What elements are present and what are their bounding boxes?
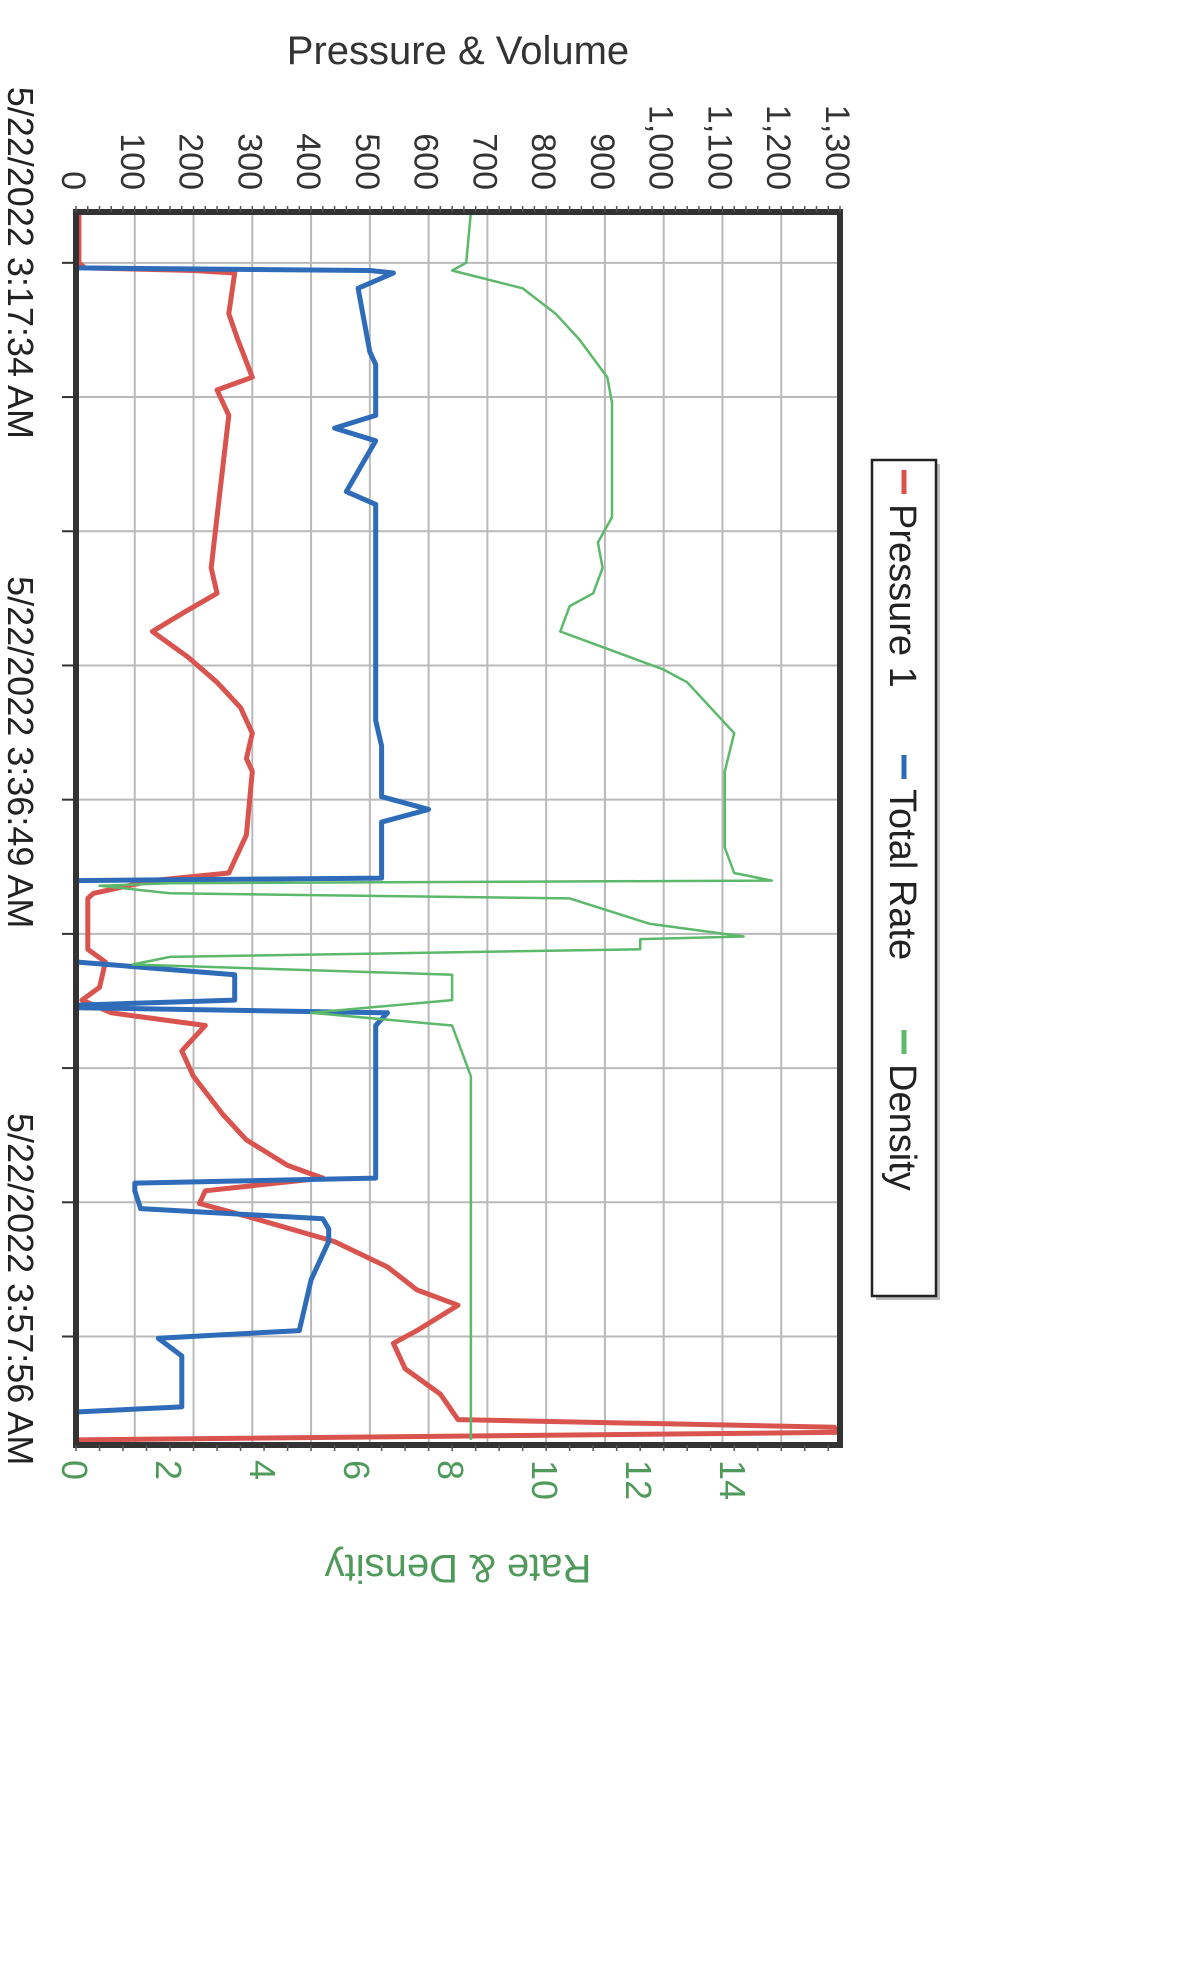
time-tick-label: 5/22/2022 3:17:34 AM (0, 87, 41, 439)
right-axis-tick-label: 10 (524, 1460, 565, 1500)
left-axis-tick-label: 900 (583, 133, 621, 190)
left-axis-tick-label: 0 (54, 171, 92, 190)
series-line-density (98, 211, 774, 1440)
time-tick-label: 5/22/2022 3:36:49 AM (0, 576, 41, 928)
legend-label: Pressure 1 (881, 504, 923, 688)
left-axis-title: Pressure & Volume (287, 29, 629, 73)
left-axis-tick-label: 1,200 (759, 105, 797, 190)
right-axis-tick-label: 14 (712, 1460, 753, 1500)
left-axis-tick-label: 1,100 (700, 105, 738, 190)
legend-label: Density (881, 1064, 923, 1191)
left-axis-tick-label: 400 (289, 133, 327, 190)
legend-box (870, 458, 938, 1298)
legend-label: Total Rate (881, 789, 923, 960)
right-axis-tick-label: 8 (430, 1460, 471, 1480)
right-axis-tick-label: 6 (336, 1460, 377, 1480)
left-axis-tick-label: 200 (172, 133, 210, 190)
right-axis-title: Rate & Density (325, 1546, 592, 1590)
axis-labels: Pressure & Volume Rate & Density (287, 29, 629, 1590)
left-axis-tick-label: 600 (407, 133, 445, 190)
left-axis-tick-label: 100 (113, 133, 151, 190)
right-axis-tick-label: 2 (148, 1460, 189, 1480)
left-axis-tick-label: 1,000 (642, 105, 680, 190)
left-axis-tick-label: 1,300 (818, 105, 856, 190)
left-axis-tick-label: 700 (465, 133, 503, 190)
ticks: 0 100 200 300 400 500 600 700 800 900 1,000 1,100 1,… (0, 87, 856, 1500)
right-axis-tick-label: 4 (242, 1460, 283, 1480)
right-axis-tick-label: 12 (618, 1460, 659, 1500)
time-tick-label: 5/22/2022 3:57:56 AM (0, 1113, 41, 1465)
series-line-pressure-1 (76, 212, 843, 1443)
left-axis-tick-label: 300 (230, 133, 268, 190)
left-axis-tick-label: 500 (348, 133, 386, 190)
plot-frame (73, 209, 843, 1448)
legend: Pressure 1 Total Rate Density (870, 458, 940, 1300)
left-axis-tick-label: 800 (524, 133, 562, 190)
right-axis-tick-label: 0 (54, 1460, 95, 1480)
